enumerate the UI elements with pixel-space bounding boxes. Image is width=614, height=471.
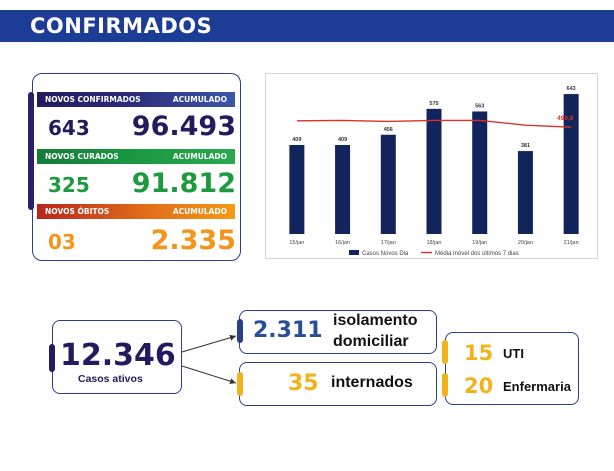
bar-20/jan — [517, 151, 533, 234]
header-bar — [0, 10, 614, 42]
icu-value: 15 — [464, 341, 494, 365]
hospitalized-value: 35 — [288, 371, 319, 396]
deaths-label: NOVOS ÓBITOS — [45, 207, 110, 216]
home-isolation-box — [239, 310, 437, 354]
breakdown-accent-bottom — [442, 373, 448, 397]
x-tick-label: 20/jan — [518, 240, 533, 246]
x-tick-label: 17/jan — [381, 240, 396, 246]
bar-19/jan — [472, 111, 488, 234]
home-isolation-label-line1: isolamento — [333, 312, 418, 329]
recovered-total-value: 91.812 — [131, 168, 236, 199]
legend-bar-swatch — [349, 250, 359, 255]
recovered-new-value: 325 — [48, 173, 90, 197]
hospitalized-label: internados — [331, 374, 413, 391]
active-cases-value: 12.346 — [60, 338, 176, 373]
confirmed-label: NOVOS CONFIRMADOS — [45, 95, 141, 104]
bar-21/jan — [563, 94, 579, 234]
icu-label: UTI — [503, 346, 524, 361]
home-isolation-value: 2.311 — [253, 318, 323, 343]
deaths-total-value: 2.335 — [150, 225, 236, 256]
x-tick-label: 18/jan — [427, 240, 442, 246]
home-isolation-label: isolamento domiciliar — [333, 310, 417, 352]
bar-18/jan — [426, 108, 442, 234]
home-isolation-label-line2: domiciliar — [333, 333, 409, 350]
breakdown-accent-top — [442, 340, 448, 364]
bar-value-label: 381 — [521, 143, 530, 149]
recovered-label: NOVOS CURADOS — [45, 152, 119, 161]
active-cases-label: Casos ativos — [78, 373, 143, 385]
x-tick-label: 21/jan — [564, 240, 579, 246]
deaths-header-bar: NOVOS ÓBITOS ACUMULADO — [37, 204, 235, 219]
bar-16/jan — [335, 144, 351, 234]
deaths-new-value: 03 — [48, 230, 76, 254]
bar-value-label: 643 — [567, 86, 576, 92]
bar-value-label: 563 — [475, 103, 484, 109]
bar-value-label: 409 — [338, 137, 347, 143]
x-tick-label: 16/jan — [335, 240, 350, 246]
cases-chart: 409 15/jan 409 16/jan 456 17/jan 575 18/jan 563 1… — [289, 86, 579, 257]
legend-line-label: Média móvel dos últimos 7 dias — [435, 251, 519, 257]
x-tick-label: 15/jan — [289, 240, 304, 246]
recovered-acc-label: ACUMULADO — [172, 152, 227, 161]
active-cases-box — [52, 320, 182, 394]
bar-value-label: 456 — [384, 127, 393, 133]
bar-value-label: 575 — [429, 101, 438, 107]
confirmed-acc-label: ACUMULADO — [172, 95, 227, 104]
active-cases-accent — [49, 344, 55, 372]
bar-17/jan — [380, 134, 396, 234]
confirmed-new-value: 643 — [48, 116, 90, 140]
recovered-header-bar: NOVOS CURADOS ACUMULADO — [37, 149, 235, 164]
legend-bar-label: Casos Novos Dia — [362, 251, 409, 257]
summary-card-accent — [28, 92, 34, 210]
bar-value-label: 409 — [292, 137, 301, 143]
bar-15/jan — [289, 144, 305, 234]
confirmed-header-bar: NOVOS CONFIRMADOS ACUMULADO — [37, 92, 235, 107]
deaths-acc-label: ACUMULADO — [172, 207, 227, 216]
moving-average-end-label: 490,9 — [557, 115, 574, 122]
hospitalized-accent — [237, 372, 243, 396]
page-title: CONFIRMADOS — [30, 14, 213, 38]
hospital-breakdown-box — [445, 332, 579, 405]
ward-label: Enfermaria — [503, 379, 571, 394]
arrow-home — [181, 334, 237, 353]
confirmed-total-value: 96.493 — [131, 111, 236, 142]
ward-value: 20 — [464, 374, 494, 398]
moving-average-line — [296, 119, 572, 128]
arrow-hospital — [181, 365, 237, 385]
x-tick-label: 19/jan — [472, 240, 487, 246]
hospitalized-box — [239, 362, 437, 406]
home-isolation-accent — [237, 319, 243, 343]
chart-panel: 409 15/jan 409 16/jan 456 17/jan 575 18/jan 563 1… — [265, 73, 598, 259]
